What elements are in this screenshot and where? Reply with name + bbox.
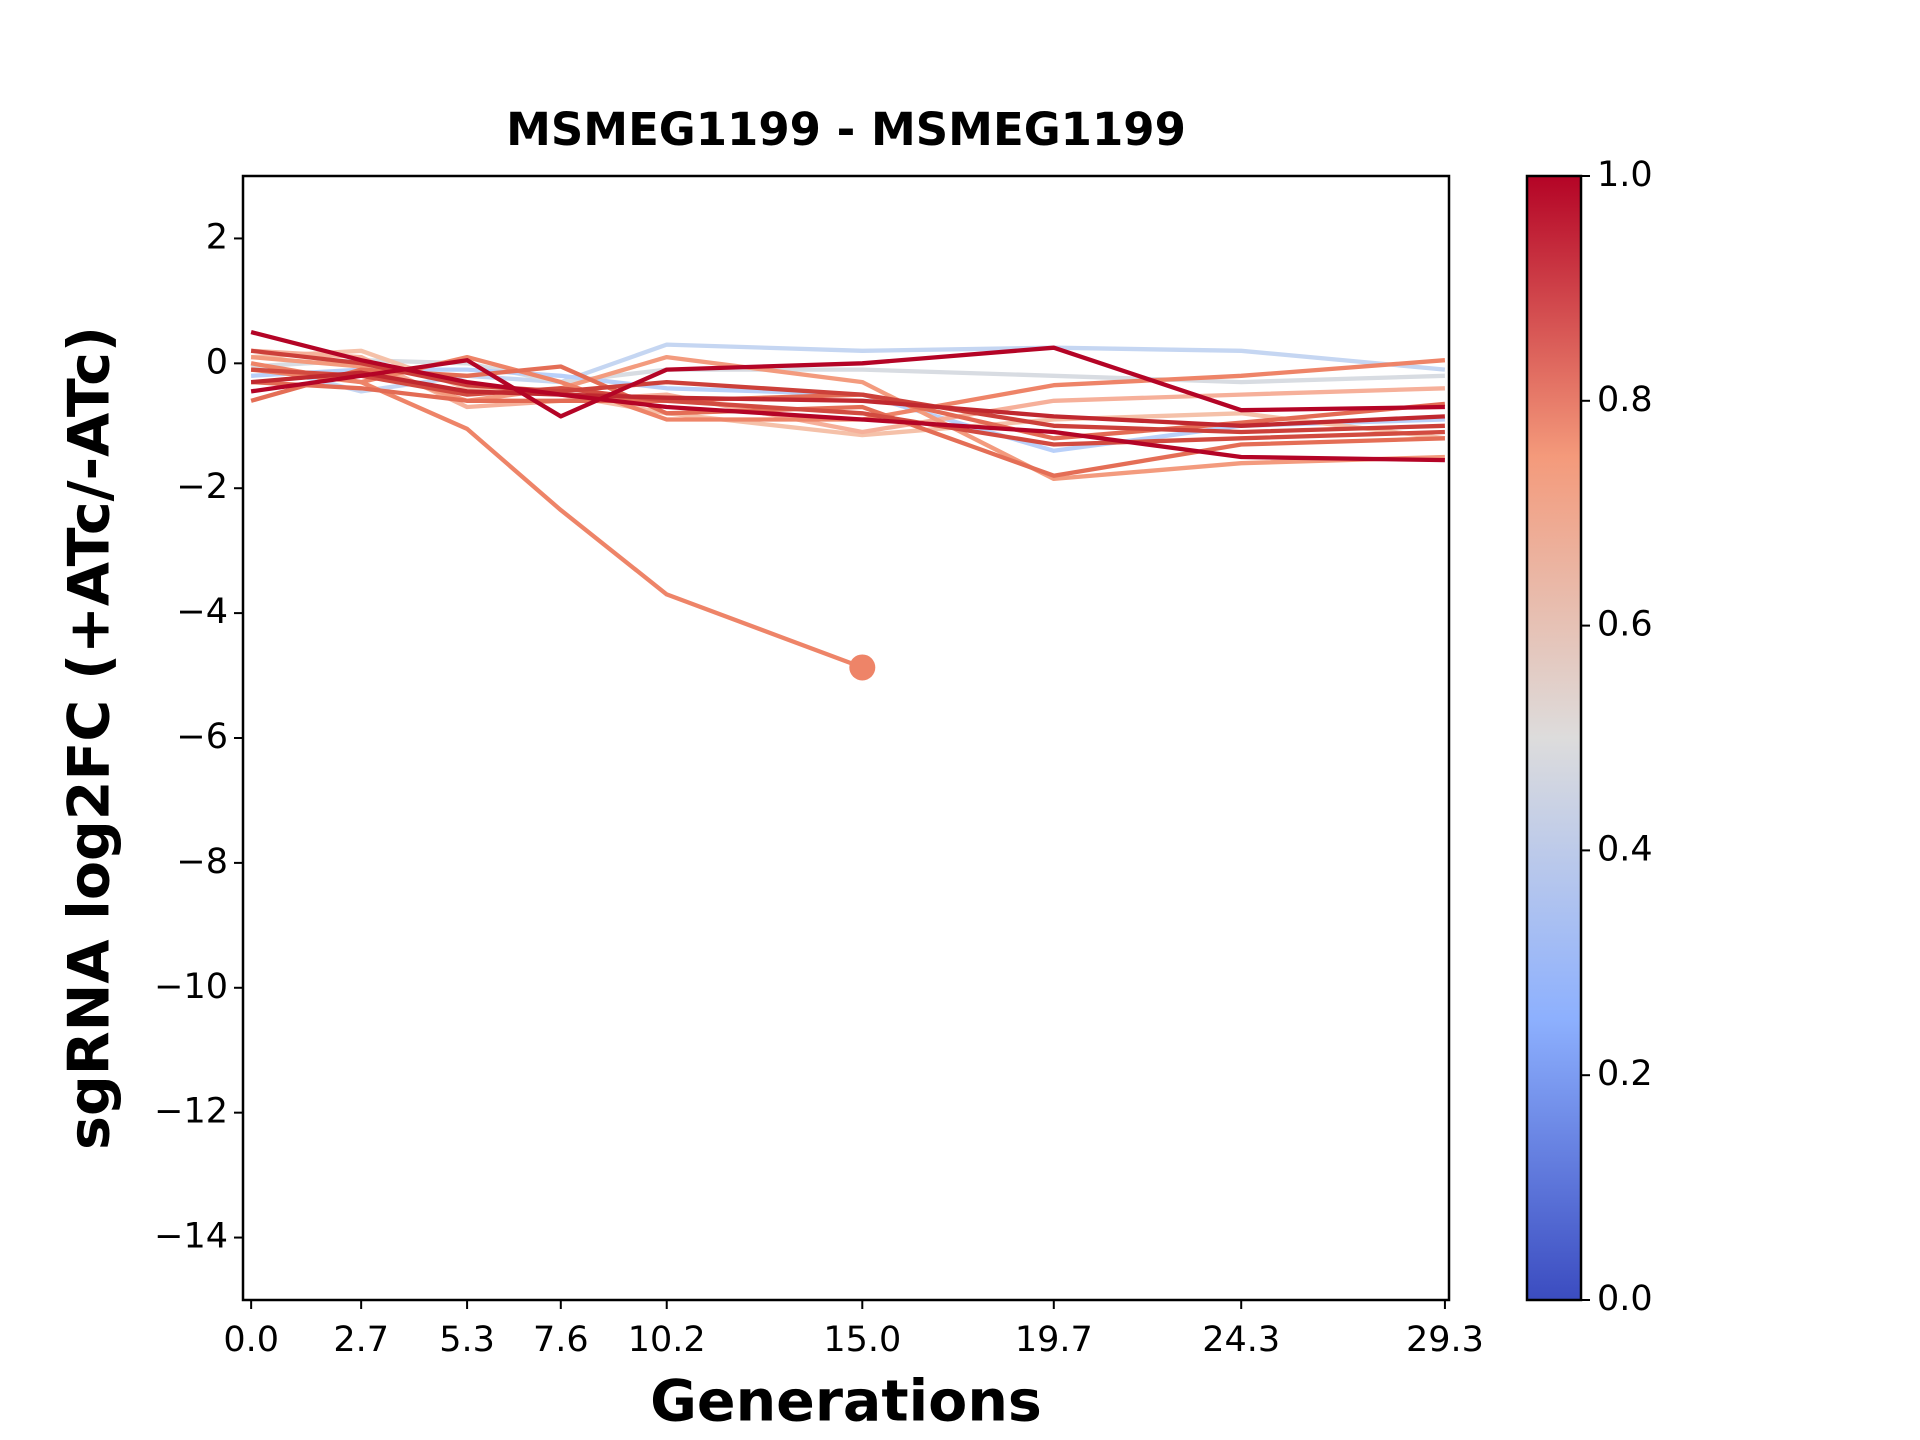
y-tick-label: −14 — [154, 1217, 228, 1257]
end-marker — [849, 654, 876, 681]
colorbar-tick-label: 0.8 — [1597, 380, 1653, 420]
y-tick-label: 2 — [206, 217, 228, 257]
y-tick-label: 0 — [206, 342, 228, 382]
y-tick-label: −4 — [176, 592, 228, 632]
colorbar-tick-label: 0.4 — [1597, 829, 1653, 869]
x-tick-label: 19.7 — [1015, 1320, 1093, 1360]
x-tick-label: 5.3 — [439, 1320, 495, 1360]
y-tick-label: −12 — [154, 1092, 228, 1132]
y-tick-label: −2 — [176, 467, 228, 507]
y-tick-label: −10 — [154, 967, 228, 1007]
x-tick-label: 7.6 — [533, 1320, 589, 1360]
colorbar-tick-label: 0.2 — [1597, 1054, 1653, 1094]
series-line — [250, 345, 1445, 419]
x-tick-label: 0.0 — [223, 1320, 279, 1360]
chart-title: MSMEG1199 - MSMEG1199 — [506, 103, 1186, 156]
x-tick-label: 15.0 — [823, 1320, 901, 1360]
x-tick-label: 24.3 — [1202, 1320, 1280, 1360]
plot-frame — [241, 174, 1451, 1302]
x-tick-label: 29.3 — [1406, 1320, 1484, 1360]
series-line — [250, 342, 1446, 394]
colorbar-tick-label: 1.0 — [1597, 155, 1653, 195]
colorbar — [1525, 174, 1583, 1302]
y-tick-label: −6 — [176, 717, 228, 757]
colorbar-tick-label: 0.6 — [1597, 605, 1653, 645]
series-line — [250, 367, 1445, 447]
y-axis-label: sgRNA log2FC (+ATc/-ATc) — [57, 326, 123, 1150]
x-tick-label: 10.2 — [628, 1320, 706, 1360]
series-line — [250, 370, 1445, 428]
x-axis-label: Generations — [650, 1369, 1042, 1435]
series-line — [250, 330, 1445, 463]
colorbar-tick-label: 0.0 — [1597, 1279, 1653, 1319]
y-tick-label: −8 — [176, 842, 228, 882]
x-tick-label: 2.7 — [333, 1320, 389, 1360]
